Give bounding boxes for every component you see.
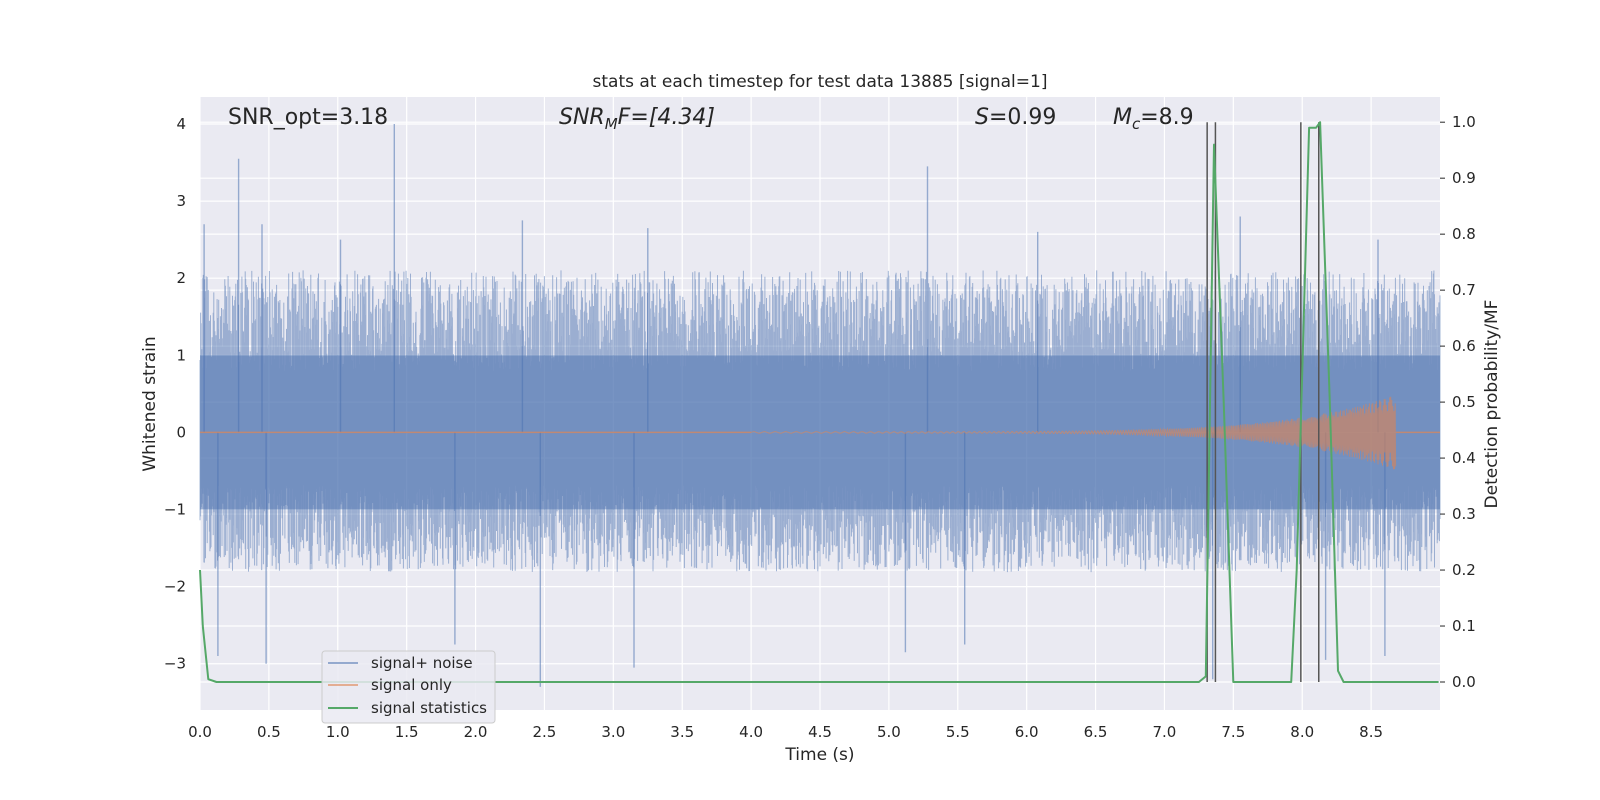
y-left-tick-3: 0 <box>176 423 186 441</box>
x-tick-12: 6.0 <box>1015 723 1039 741</box>
y-left-tick-4: 1 <box>176 346 186 364</box>
chart-title: stats at each timestep for test data 138… <box>593 72 1048 92</box>
y-left-tick-5: 2 <box>176 269 186 287</box>
x-tick-16: 8.0 <box>1290 723 1314 741</box>
legend-label-signal-statistics: signal statistics <box>371 699 487 717</box>
annotation-mc-sub: c <box>1132 115 1141 133</box>
stats-line <box>199 121 1439 683</box>
x-tick-8: 4.0 <box>739 723 763 741</box>
y-right-tick-5: 0.5 <box>1452 393 1476 411</box>
y-right-axis-label: Detection probability/MF <box>1482 300 1502 509</box>
annotation-snr-mf-rest: F=[4.34] <box>618 105 715 130</box>
y-right-tick-3: 0.3 <box>1452 505 1476 523</box>
x-tick-7: 3.5 <box>670 723 694 741</box>
y-right-tick-labels: 0.0 0.1 0.2 0.3 0.4 0.5 0.6 0.7 0.8 0.9 1.0 <box>1440 113 1476 691</box>
annotation-mc-rest: =8.9 <box>1140 105 1193 130</box>
y-left-tick-1: −2 <box>164 578 186 596</box>
x-tick-4: 2.0 <box>464 723 488 741</box>
y-right-tick-2: 0.2 <box>1452 561 1476 579</box>
legend-label-signal-only: signal only <box>371 676 452 694</box>
y-left-tick-labels: −3 −2 −1 0 1 2 3 4 <box>164 115 186 673</box>
signal-chirp <box>750 396 1397 470</box>
annotation-snr-mf-sub: M <box>605 115 618 133</box>
annotation-snr-mf: SNRMF=[4.34] <box>559 105 715 133</box>
annotation-s-base: S <box>975 105 989 130</box>
x-tick-11: 5.5 <box>946 723 970 741</box>
annotation-s: S=0.99 <box>975 105 1056 130</box>
x-tick-3: 1.5 <box>395 723 419 741</box>
x-tick-14: 7.0 <box>1153 723 1177 741</box>
legend-box <box>321 650 496 724</box>
x-tick-15: 7.5 <box>1221 723 1245 741</box>
x-tick-0: 0.0 <box>188 723 212 741</box>
noise-spikes <box>203 124 1386 687</box>
x-tick-13: 6.5 <box>1084 723 1108 741</box>
y-left-tick-2: −1 <box>164 501 186 519</box>
series-signal-statistics <box>199 121 1439 683</box>
y-right-tick-1: 0.1 <box>1452 617 1476 635</box>
y-left-axis-label: Whitened strain <box>140 336 160 471</box>
annotation-snr-opt: SNR_opt=3.18 <box>228 105 388 130</box>
annotation-mc-base: M <box>1113 105 1132 130</box>
y-right-tick-0: 0.0 <box>1452 673 1476 691</box>
x-tick-10: 5.0 <box>877 723 901 741</box>
x-tick-labels: 0.0 0.5 1.0 1.5 2.0 2.5 3.0 3.5 4.0 4.5 5.0 5.5 6.0 6… <box>188 723 1383 741</box>
y-left-tick-6: 3 <box>176 192 186 210</box>
series-signal-only <box>200 396 1440 470</box>
annotation-s-rest: =0.99 <box>989 105 1056 130</box>
annotation-mc: Mc=8.9 <box>1113 105 1194 133</box>
legend: signal+ noise signal only signal statist… <box>321 650 496 724</box>
y-right-tick-4: 0.4 <box>1452 449 1476 467</box>
x-tick-9: 4.5 <box>808 723 832 741</box>
annotation-snr-mf-base: SNR <box>559 105 605 130</box>
legend-label-signal-noise: signal+ noise <box>371 654 473 672</box>
x-tick-6: 3.0 <box>601 723 625 741</box>
x-tick-17: 8.5 <box>1359 723 1383 741</box>
y-right-tick-6: 0.6 <box>1452 337 1476 355</box>
y-right-tick-10: 1.0 <box>1452 113 1476 131</box>
x-tick-5: 2.5 <box>533 723 557 741</box>
x-axis-label: Time (s) <box>784 745 854 765</box>
x-tick-2: 1.0 <box>326 723 350 741</box>
y-left-tick-7: 4 <box>176 115 186 133</box>
y-right-tick-9: 0.9 <box>1452 169 1476 187</box>
x-tick-1: 0.5 <box>257 723 281 741</box>
y-left-tick-0: −3 <box>164 655 186 673</box>
y-right-tick-7: 0.7 <box>1452 281 1476 299</box>
y-right-tick-8: 0.8 <box>1452 225 1476 243</box>
